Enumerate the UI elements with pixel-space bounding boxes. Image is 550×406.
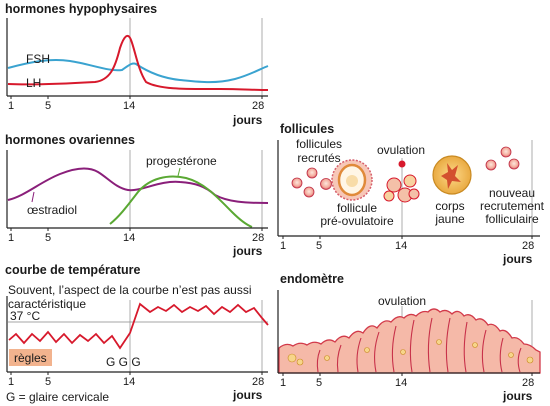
panel-endometre <box>277 290 541 376</box>
title-hormones-hypophysaires: hormones hypophysaires <box>5 2 158 16</box>
panel-ovariennes <box>6 150 269 231</box>
panel-temperature <box>6 296 269 375</box>
temperature-curve <box>8 302 269 350</box>
label-lh: LH <box>26 76 42 90</box>
lh-curve <box>7 34 269 91</box>
tick-label: 1 <box>280 240 287 252</box>
corps-jaune-drawing <box>432 155 472 195</box>
panel-hypophysaires <box>6 18 269 99</box>
endometrium-cells <box>287 339 534 366</box>
fsh-curve <box>7 58 269 84</box>
tick-label: 14 <box>395 377 408 389</box>
label-corps-jaune: corps <box>435 199 465 213</box>
label-follicule-preovulatoire: pré-ovulatoire <box>320 214 394 228</box>
label-glaire: G G G <box>106 355 141 369</box>
tick-label: 14 <box>123 376 136 388</box>
label-follicules-recrutes: recrutés <box>297 151 341 165</box>
label-nouveau-recrutement: recrutement <box>479 199 545 213</box>
label-corps-jaune: jaune <box>435 212 465 226</box>
pointer-progesterone <box>177 167 181 177</box>
label-ovulation: ovulation <box>376 143 426 157</box>
tick-label: 1 <box>8 376 15 388</box>
follicules-recrutes-drawing <box>291 167 332 198</box>
tick-label: 28 <box>522 377 535 389</box>
tick-label: 5 <box>45 100 52 112</box>
tick-label: 28 <box>252 232 265 244</box>
label-ovulation-endometre: ovulation <box>377 294 427 308</box>
tick-label: 28 <box>252 100 265 112</box>
temperature-note: caractéristique <box>8 297 87 311</box>
tick-label: 5 <box>316 240 323 252</box>
axis-label-jours: jours <box>503 389 533 403</box>
follicule-preovulatoire-drawing <box>331 159 373 201</box>
label-follicules-recrutes: follicules <box>295 137 343 151</box>
tick-label: 5 <box>316 377 323 389</box>
label-oestradiol: œstradiol <box>27 203 78 217</box>
panel-follicules <box>277 140 540 239</box>
endometrium-glands <box>316 317 522 373</box>
axis-label-jours: jours <box>233 244 263 258</box>
tick-label: 1 <box>8 232 15 244</box>
title-courbe-temperature: courbe de température <box>5 263 141 277</box>
label-nouveau-recrutement: folliculaire <box>485 212 539 226</box>
tick-label: 14 <box>123 100 136 112</box>
label-fsh: FSH <box>26 52 50 66</box>
ovulation-drawing <box>383 160 420 203</box>
title-endometre: endomètre <box>280 272 344 286</box>
axis-label-jours: jours <box>233 113 263 127</box>
endometrium-tissue <box>278 308 541 374</box>
tick-label: 1 <box>280 377 287 389</box>
label-follicule-preovulatoire: follicule <box>336 201 378 215</box>
tick-label: 28 <box>522 240 535 252</box>
temperature-note: Souvent, l’aspect de la courbe n’est pas… <box>8 283 252 297</box>
tick-label: 14 <box>395 240 408 252</box>
tick-label: 1 <box>8 100 15 112</box>
tick-label: 5 <box>45 376 52 388</box>
pointer-oestradiol <box>31 191 35 203</box>
legend-glaire-cervicale: G = glaire cervicale <box>6 390 110 404</box>
axis-label-jours: jours <box>233 388 263 402</box>
title-hormones-ovariennes: hormones ovariennes <box>5 133 135 147</box>
label-37c: 37 °C <box>10 309 41 323</box>
label-nouveau-recrutement: nouveau <box>488 186 536 200</box>
title-follicules: follicules <box>280 122 335 136</box>
tick-label: 5 <box>45 232 52 244</box>
tick-label: 28 <box>252 376 265 388</box>
nouveau-recrutement-drawing <box>485 146 520 171</box>
progesterone-curve <box>109 175 253 228</box>
regles-badge: règles <box>9 349 52 366</box>
tick-label: 14 <box>123 232 136 244</box>
label-progesterone: progestérone <box>146 154 217 168</box>
axis-label-jours: jours <box>503 252 533 266</box>
oestradiol-curve <box>7 167 269 204</box>
